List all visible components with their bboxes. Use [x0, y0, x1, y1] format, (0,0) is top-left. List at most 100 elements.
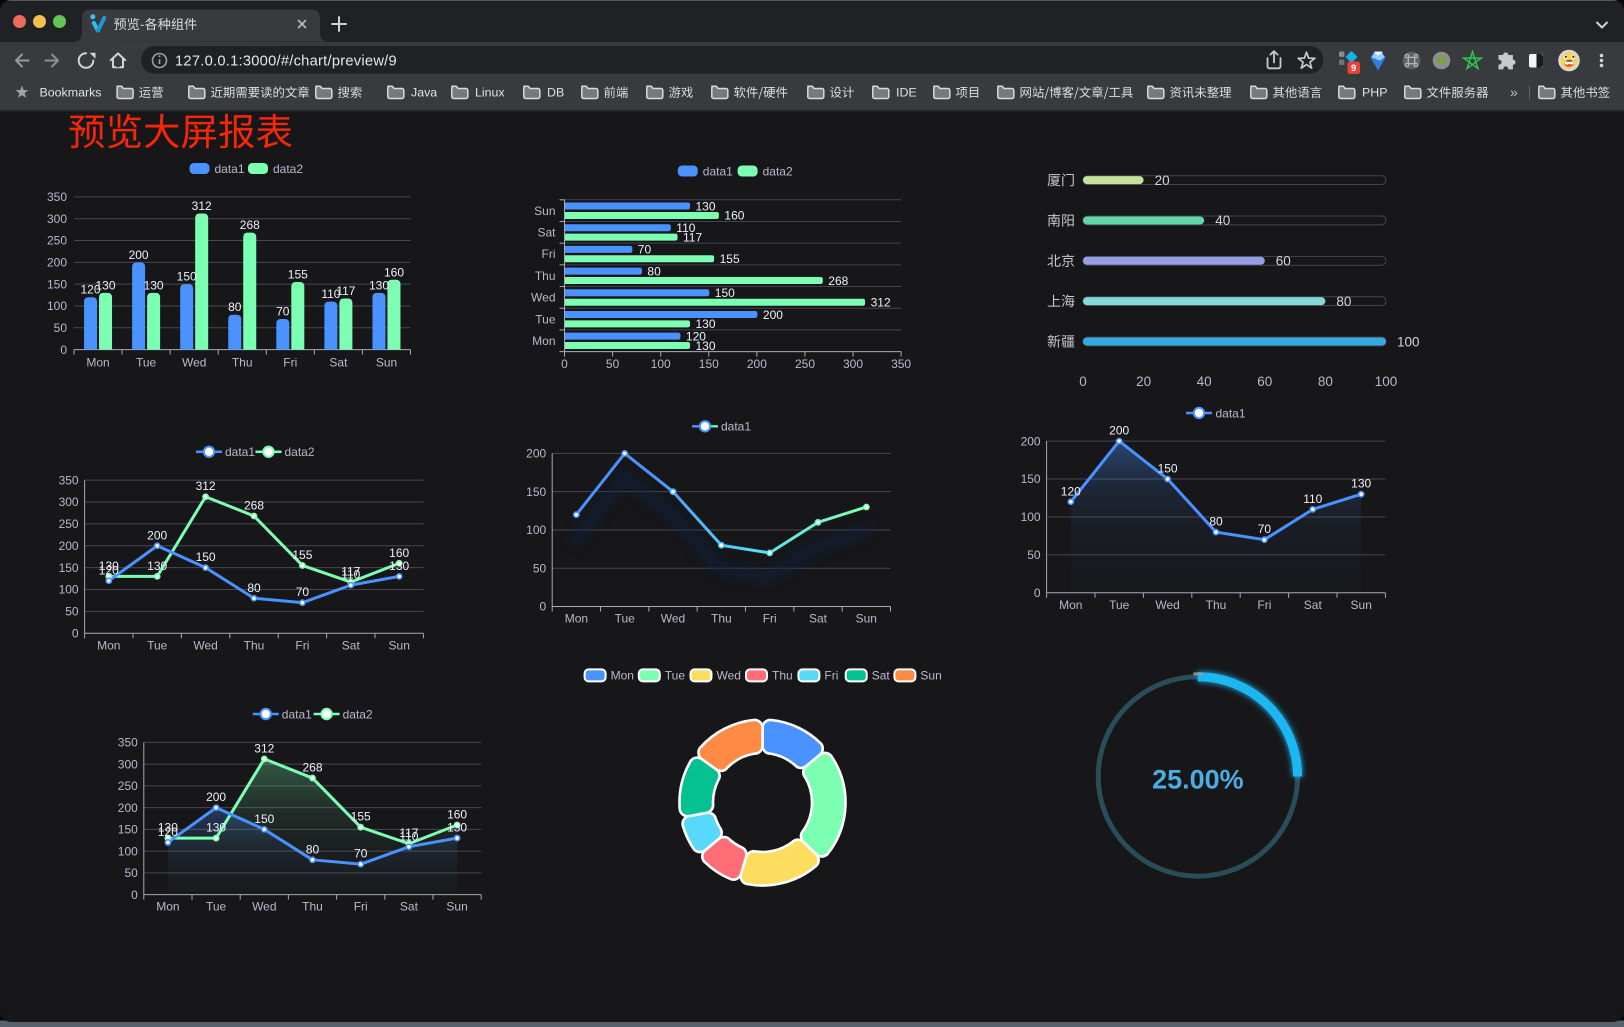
svg-text:Fri: Fri: [1257, 598, 1271, 612]
svg-text:130: 130: [144, 278, 164, 292]
svg-text:312: 312: [192, 199, 212, 213]
svg-text:25.00%: 25.00%: [1152, 764, 1244, 794]
svg-text:130: 130: [369, 278, 389, 292]
svg-text:Bookmarks: Bookmarks: [40, 86, 102, 100]
svg-text:Thu: Thu: [711, 612, 732, 626]
svg-text:Sat: Sat: [537, 226, 556, 240]
svg-text:130: 130: [696, 339, 716, 353]
svg-text:Mon: Mon: [97, 638, 120, 652]
svg-text:300: 300: [843, 357, 863, 371]
svg-text:130: 130: [206, 821, 226, 835]
svg-text:data1: data1: [282, 707, 312, 721]
svg-text:Fri: Fri: [295, 638, 309, 652]
svg-text:50: 50: [65, 605, 79, 619]
svg-text:155: 155: [292, 548, 312, 562]
svg-text:IDE: IDE: [896, 86, 917, 100]
svg-text:110: 110: [399, 829, 418, 843]
svg-text:PHP: PHP: [1362, 86, 1387, 100]
svg-text:50: 50: [533, 561, 547, 575]
svg-text:200: 200: [747, 357, 767, 371]
svg-text:130: 130: [447, 821, 467, 835]
svg-text:350: 350: [118, 736, 138, 750]
svg-text:100: 100: [59, 583, 79, 597]
svg-text:70: 70: [276, 305, 290, 319]
svg-text:127.0.0.1:3000/#/chart/preview: 127.0.0.1:3000/#/chart/preview/9: [175, 54, 397, 70]
svg-text:Wed: Wed: [661, 612, 685, 626]
svg-text:Wed: Wed: [182, 356, 206, 370]
svg-text:100: 100: [526, 523, 546, 537]
svg-text:Sun: Sun: [1351, 598, 1372, 612]
svg-text:130: 130: [147, 559, 167, 573]
svg-text:50: 50: [124, 866, 138, 880]
svg-text:Mon: Mon: [156, 900, 179, 914]
svg-text:Thu: Thu: [535, 269, 556, 283]
svg-text:100: 100: [1375, 374, 1398, 389]
svg-text:Sat: Sat: [329, 356, 348, 370]
svg-text:50: 50: [1027, 548, 1041, 562]
svg-text:100: 100: [118, 844, 138, 858]
svg-text:120: 120: [80, 283, 100, 297]
svg-text:20: 20: [1136, 374, 1151, 389]
svg-text:0: 0: [561, 357, 568, 371]
svg-text:200: 200: [206, 790, 226, 804]
svg-text:Mon: Mon: [565, 612, 588, 626]
svg-text:Tue: Tue: [206, 900, 227, 914]
svg-text:300: 300: [59, 495, 79, 509]
svg-text:data2: data2: [763, 164, 793, 178]
svg-text:data2: data2: [273, 162, 303, 176]
svg-text:110: 110: [1303, 492, 1322, 506]
svg-text:80: 80: [306, 842, 320, 856]
svg-text:350: 350: [59, 473, 79, 487]
svg-text:70: 70: [354, 847, 368, 861]
svg-text:150: 150: [715, 286, 735, 300]
svg-text:120: 120: [686, 330, 706, 344]
svg-text:Mon: Mon: [611, 669, 634, 683]
svg-text:117: 117: [683, 230, 702, 244]
svg-text:200: 200: [1021, 434, 1041, 448]
svg-text:268: 268: [828, 274, 848, 288]
svg-text:0: 0: [1034, 586, 1041, 600]
svg-text:data1: data1: [703, 164, 733, 178]
svg-text:150: 150: [526, 485, 546, 499]
svg-text:300: 300: [118, 757, 138, 771]
svg-text:268: 268: [240, 218, 260, 232]
svg-text:155: 155: [720, 252, 740, 266]
svg-text:250: 250: [795, 357, 815, 371]
svg-text:Fri: Fri: [542, 247, 556, 261]
svg-text:120: 120: [1061, 484, 1081, 498]
svg-text:350: 350: [47, 190, 67, 204]
svg-text:100: 100: [1397, 334, 1420, 349]
svg-text:Sun: Sun: [856, 612, 877, 626]
svg-text:150: 150: [118, 823, 138, 837]
svg-text:150: 150: [254, 812, 274, 826]
svg-text:Sun: Sun: [920, 669, 941, 683]
svg-text:130: 130: [99, 559, 119, 573]
svg-text:350: 350: [891, 357, 911, 371]
svg-text:Sat: Sat: [809, 612, 828, 626]
svg-text:110: 110: [321, 287, 340, 301]
svg-text:70: 70: [638, 243, 652, 257]
svg-text:150: 150: [196, 550, 216, 564]
svg-text:200: 200: [147, 528, 167, 542]
svg-text:Java: Java: [411, 86, 437, 100]
svg-text:Thu: Thu: [772, 669, 793, 683]
svg-text:data1: data1: [1216, 406, 1246, 420]
svg-text:60: 60: [1276, 254, 1291, 269]
svg-text:150: 150: [1158, 462, 1178, 476]
svg-text:Wed: Wed: [1155, 598, 1179, 612]
svg-text:312: 312: [196, 479, 216, 493]
svg-text:160: 160: [384, 265, 404, 279]
svg-text:300: 300: [47, 212, 67, 226]
svg-text:data1: data1: [225, 445, 255, 459]
svg-text:70: 70: [296, 585, 310, 599]
svg-text:Fri: Fri: [763, 612, 777, 626]
svg-text:250: 250: [59, 517, 79, 531]
svg-text:150: 150: [59, 561, 79, 575]
svg-text:20: 20: [1155, 173, 1170, 188]
svg-text:250: 250: [118, 779, 138, 793]
svg-text:80: 80: [1318, 374, 1333, 389]
svg-text:200: 200: [1109, 424, 1129, 438]
svg-text:Tue: Tue: [147, 638, 168, 652]
svg-text:155: 155: [351, 810, 371, 824]
svg-text:0: 0: [540, 600, 547, 614]
